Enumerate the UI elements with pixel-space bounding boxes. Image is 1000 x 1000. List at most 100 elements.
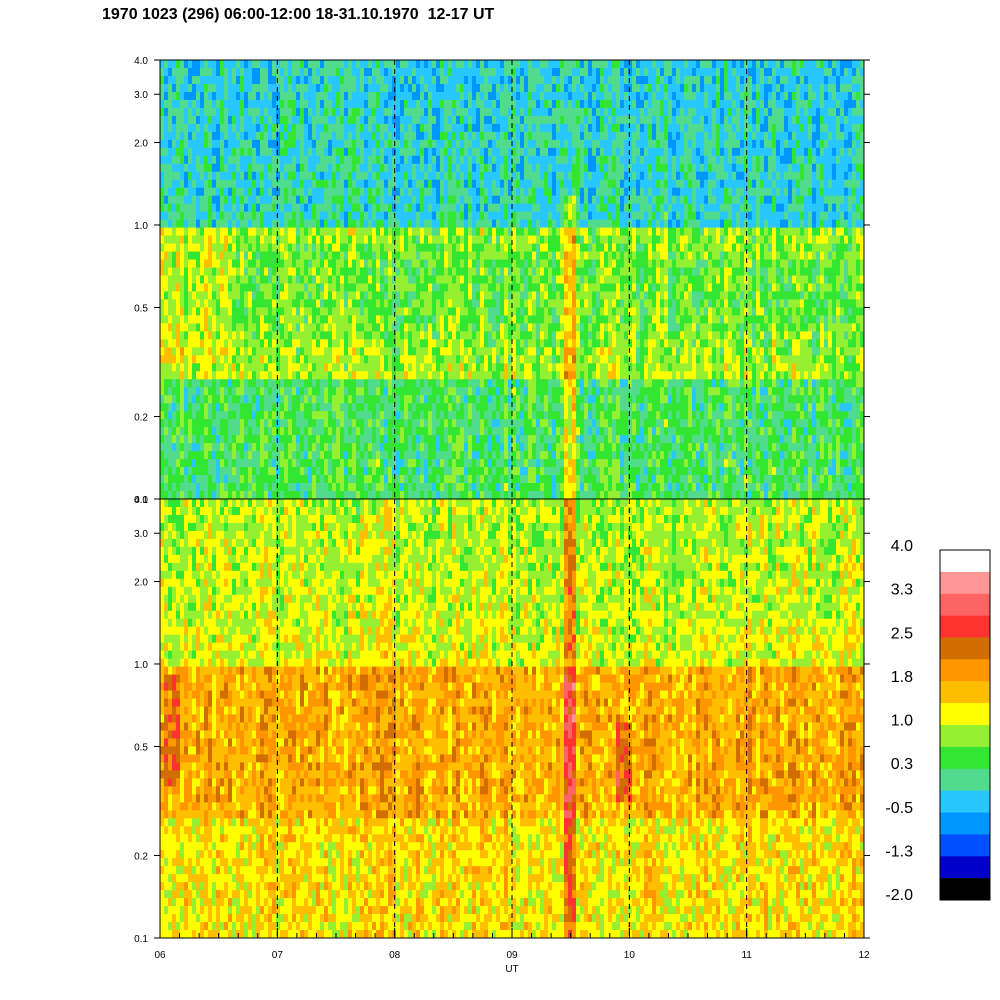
heatmap-cell — [472, 491, 477, 500]
heatmap-cell — [168, 171, 173, 181]
heatmap-cell — [440, 259, 445, 268]
heatmap-cell — [360, 427, 365, 436]
heatmap-cell — [492, 291, 497, 300]
heatmap-cell — [404, 235, 409, 244]
heatmap-cell — [464, 163, 469, 173]
heatmap-cell — [444, 75, 449, 85]
heatmap-cell — [512, 339, 517, 348]
heatmap-cell — [500, 75, 505, 85]
heatmap-cell — [516, 243, 521, 252]
heatmap-cell — [280, 347, 285, 356]
heatmap-cell — [192, 323, 197, 332]
heatmap-cell — [268, 163, 273, 173]
heatmap-cell — [260, 155, 265, 165]
heatmap-cell — [356, 195, 361, 205]
heatmap-cell — [396, 75, 401, 85]
heatmap-cell — [436, 339, 441, 348]
heatmap-cell — [304, 155, 309, 165]
heatmap-cell — [376, 395, 381, 404]
heatmap-cell — [328, 163, 333, 173]
heatmap-cell — [268, 451, 273, 460]
heatmap-cell — [220, 483, 225, 492]
heatmap-cell — [464, 411, 469, 420]
heatmap-cell — [460, 379, 465, 388]
heatmap-cell — [248, 107, 253, 117]
heatmap-cell — [360, 491, 365, 500]
heatmap-cell — [184, 419, 189, 428]
heatmap-cell — [440, 99, 445, 109]
heatmap-cell — [468, 331, 473, 340]
heatmap-cell — [468, 467, 473, 476]
heatmap-cell — [304, 259, 309, 268]
heatmap-cell — [252, 363, 257, 372]
heatmap-cell — [256, 203, 261, 213]
heatmap-cell — [436, 411, 441, 420]
heatmap-cell — [288, 419, 293, 428]
heatmap-cell — [264, 291, 269, 300]
heatmap-cell — [512, 331, 517, 340]
heatmap-cell — [488, 483, 493, 492]
heatmap-cell — [384, 363, 389, 372]
heatmap-cell — [480, 491, 485, 500]
heatmap-cell — [336, 427, 341, 436]
heatmap-cell — [236, 283, 241, 292]
heatmap-cell — [428, 403, 433, 412]
heatmap-cell — [320, 251, 325, 260]
heatmap-cell — [272, 203, 277, 213]
heatmap-cell — [244, 315, 249, 324]
heatmap-cell — [500, 259, 505, 268]
heatmap-cell — [500, 267, 505, 276]
heatmap-cell — [244, 251, 249, 260]
heatmap-cell — [432, 235, 437, 244]
heatmap-cell — [248, 475, 253, 484]
heatmap-cell — [408, 355, 413, 364]
heatmap-cell — [476, 483, 481, 492]
heatmap-cell — [260, 139, 265, 149]
heatmap-cell — [352, 115, 357, 125]
heatmap-cell — [272, 83, 277, 93]
heatmap-cell — [520, 267, 525, 276]
heatmap-cell — [324, 259, 329, 268]
heatmap-cell — [292, 267, 297, 276]
heatmap-cell — [176, 147, 181, 157]
heatmap-cell — [196, 379, 201, 388]
heatmap-cell — [396, 60, 401, 69]
heatmap-cell — [292, 283, 297, 292]
heatmap-cell — [432, 195, 437, 205]
heatmap-cell — [168, 299, 173, 308]
heatmap-cell — [216, 131, 221, 141]
heatmap-cell — [468, 283, 473, 292]
heatmap-cell — [280, 227, 285, 236]
heatmap-cell — [456, 451, 461, 460]
heatmap-cell — [160, 91, 165, 101]
heatmap-cell — [240, 371, 245, 380]
heatmap-cell — [316, 171, 321, 181]
heatmap-cell — [172, 179, 177, 189]
heatmap-cell — [452, 203, 457, 213]
heatmap-cell — [248, 387, 253, 396]
heatmap-cell — [280, 211, 285, 221]
heatmap-cell — [232, 395, 237, 404]
heatmap-cell — [400, 139, 405, 149]
heatmap-cell — [160, 163, 165, 173]
heatmap-cell — [324, 475, 329, 484]
heatmap-cell — [296, 259, 301, 268]
heatmap-cell — [420, 163, 425, 173]
heatmap-cell — [404, 387, 409, 396]
heatmap-cell — [184, 187, 189, 197]
heatmap-cell — [520, 147, 525, 157]
heatmap-cell — [372, 331, 377, 340]
heatmap-cell — [424, 163, 429, 173]
heatmap-cell — [416, 491, 421, 500]
heatmap-cell — [180, 259, 185, 268]
heatmap-cell — [168, 147, 173, 157]
heatmap-cell — [368, 275, 373, 284]
heatmap-cell — [300, 379, 305, 388]
heatmap-cell — [272, 91, 277, 101]
heatmap-cell — [220, 491, 225, 500]
heatmap-cell — [216, 467, 221, 476]
heatmap-cell — [408, 395, 413, 404]
heatmap-cell — [496, 299, 501, 308]
heatmap-cell — [320, 347, 325, 356]
heatmap-cell — [228, 363, 233, 372]
